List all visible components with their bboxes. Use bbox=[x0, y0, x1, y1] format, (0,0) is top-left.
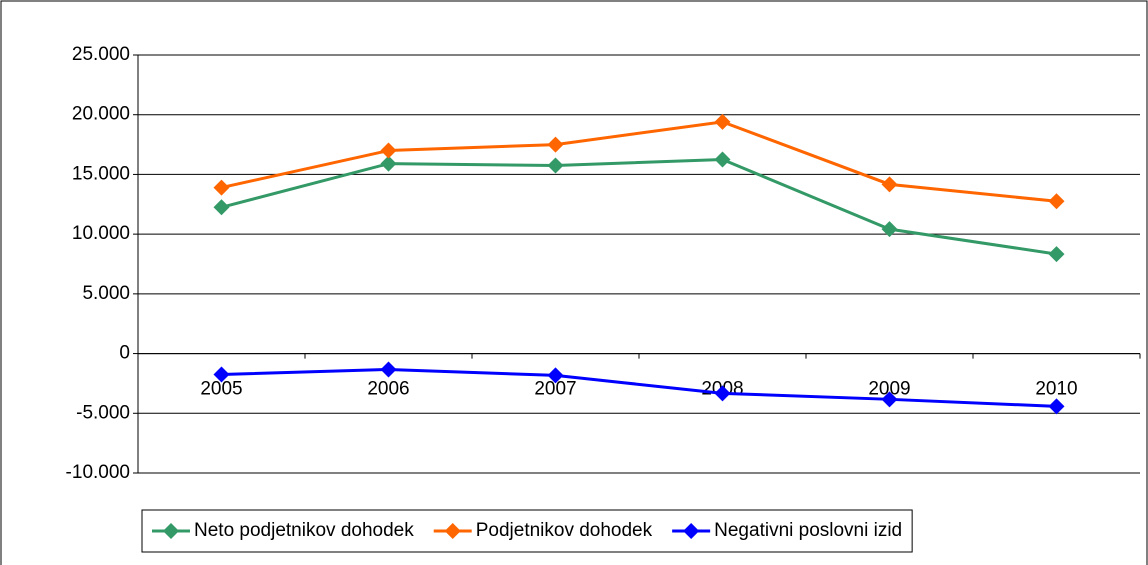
marker bbox=[714, 385, 731, 402]
legend-marker bbox=[444, 523, 461, 539]
x-tick-label: 2005 bbox=[200, 379, 242, 400]
y-tick-label: 5.000 bbox=[82, 283, 130, 304]
marker bbox=[213, 366, 230, 383]
y-tick-label: -5.000 bbox=[76, 402, 130, 423]
marker bbox=[547, 367, 564, 384]
line bbox=[221, 367, 1057, 408]
marker bbox=[213, 199, 230, 216]
line bbox=[221, 157, 1057, 256]
marker bbox=[547, 157, 564, 174]
marker bbox=[380, 155, 397, 172]
y-tick-label: 0 bbox=[119, 343, 130, 364]
y-tick-label: 25.000 bbox=[72, 44, 130, 65]
y-tick-label: 20.000 bbox=[72, 104, 130, 125]
legend-marker bbox=[163, 523, 179, 539]
marker bbox=[881, 221, 898, 238]
marker bbox=[547, 136, 564, 153]
line bbox=[221, 120, 1057, 203]
x-tick-label: 2009 bbox=[868, 379, 910, 400]
x-tick-label: 2007 bbox=[534, 379, 576, 400]
marker bbox=[1048, 193, 1065, 210]
marker bbox=[380, 142, 397, 159]
legend-marker bbox=[683, 523, 700, 539]
x-tick-label: 2006 bbox=[367, 379, 409, 400]
legend: Neto podjetnikov dohodek Podjetnikov doho… bbox=[141, 509, 913, 553]
marker bbox=[881, 391, 898, 408]
marker bbox=[213, 179, 230, 196]
marker bbox=[881, 176, 898, 193]
marker bbox=[380, 361, 397, 378]
y-tick-label: 15.000 bbox=[72, 163, 130, 184]
legend-label: Podjetnikov dohodek bbox=[476, 520, 653, 541]
y-tick-label: -10.000 bbox=[66, 462, 130, 483]
y-tick-label: 10.000 bbox=[72, 223, 130, 244]
x-tick-label: 2010 bbox=[1035, 379, 1077, 400]
marker bbox=[714, 151, 731, 168]
marker bbox=[1048, 246, 1065, 263]
legend-label: Negativni poslovni izid bbox=[714, 520, 902, 541]
legend-box bbox=[141, 509, 913, 553]
marker bbox=[1048, 398, 1065, 415]
marker bbox=[714, 113, 731, 130]
legend-label: Neto podjetnikov dohodek bbox=[194, 520, 414, 541]
